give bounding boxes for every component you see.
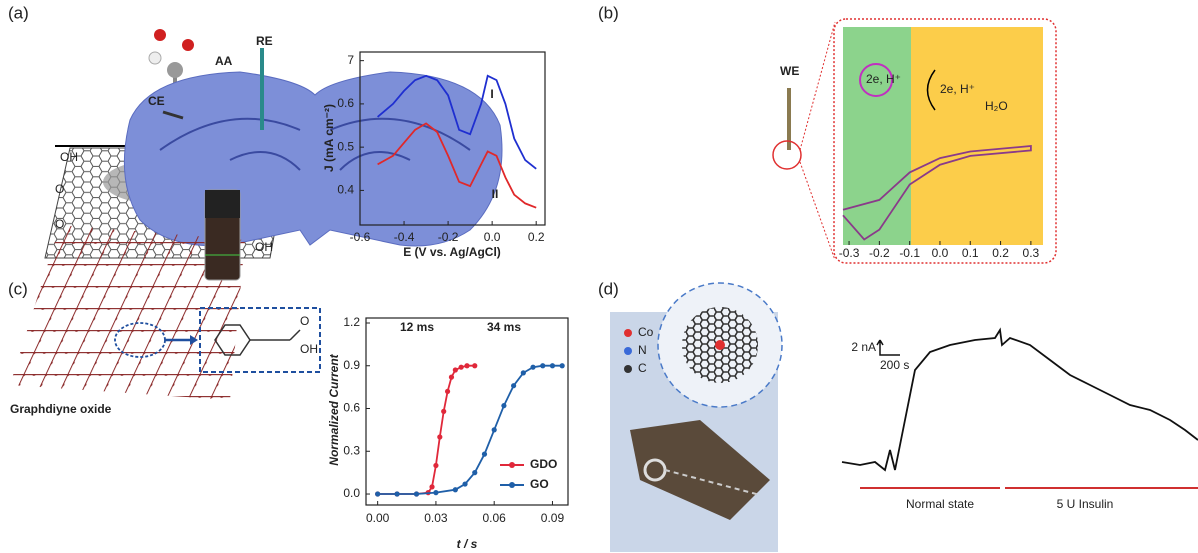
x-tick-label: 0.09 bbox=[541, 511, 565, 525]
group-label: OH bbox=[60, 150, 78, 164]
legend-marker bbox=[509, 482, 515, 488]
data-point bbox=[429, 484, 434, 489]
data-point bbox=[459, 365, 464, 370]
panel-label: (a) bbox=[8, 3, 29, 22]
data-point bbox=[492, 427, 497, 432]
data-point bbox=[433, 490, 438, 495]
x-tick-label: 0.0 bbox=[484, 230, 501, 244]
legend-label: N bbox=[638, 343, 647, 357]
group-label: OH bbox=[255, 240, 273, 254]
panel-label: (d) bbox=[598, 279, 619, 298]
legend-label: Co bbox=[638, 325, 654, 339]
y-tick-label: 0.0 bbox=[343, 486, 360, 500]
electrode-label: CE bbox=[148, 94, 165, 108]
scale-label: 200 s bbox=[880, 358, 909, 372]
y-tick-label: 0.6 bbox=[337, 96, 354, 110]
brain-illustration bbox=[124, 19, 1056, 263]
electrode-label: RE bbox=[256, 34, 273, 48]
series-label: II bbox=[492, 187, 499, 201]
data-point bbox=[550, 363, 555, 368]
series-line bbox=[378, 366, 563, 494]
data-point bbox=[560, 363, 565, 368]
y-tick-label: 0.6 bbox=[343, 401, 360, 415]
legend-marker bbox=[509, 462, 515, 468]
phase-label: Normal state bbox=[906, 497, 974, 511]
x-axis-label: E (V vs. Ag/AgCl) bbox=[403, 245, 501, 259]
y-tick-label: 1.2 bbox=[343, 315, 360, 329]
inset-label: H₂O bbox=[985, 99, 1008, 113]
legend-label: GO bbox=[530, 477, 549, 491]
data-point bbox=[433, 463, 438, 468]
sensor-illustration bbox=[610, 283, 1198, 552]
data-point bbox=[449, 375, 454, 380]
x-tick-label: -0.6 bbox=[350, 230, 371, 244]
x-tick-label: 0.06 bbox=[483, 511, 507, 525]
group-label: OH bbox=[300, 342, 318, 356]
data-point bbox=[472, 470, 477, 475]
inset-label: 2e, H⁺ bbox=[866, 72, 901, 86]
x-tick-label: 0.2 bbox=[992, 246, 1009, 260]
legend-label: GDO bbox=[530, 457, 557, 471]
x-tick-label: -0.1 bbox=[899, 246, 920, 260]
data-point bbox=[530, 365, 535, 370]
data-point bbox=[472, 363, 477, 368]
data-point bbox=[414, 491, 419, 496]
data-point bbox=[464, 363, 469, 368]
x-tick-label: -0.4 bbox=[394, 230, 415, 244]
data-point bbox=[445, 389, 450, 394]
panel-label: (b) bbox=[598, 3, 619, 22]
y-axis-label: Normalized Current bbox=[327, 353, 341, 465]
x-tick-label: -0.2 bbox=[438, 230, 459, 244]
data-point bbox=[453, 367, 458, 372]
data-point bbox=[437, 434, 442, 439]
molecule-label: AA bbox=[215, 54, 233, 68]
y-tick-label: 0.4 bbox=[337, 183, 354, 197]
annotation: 34 ms bbox=[487, 320, 521, 334]
group-label: O bbox=[55, 182, 64, 196]
y-tick-label: 0.9 bbox=[343, 358, 360, 372]
series-label: I bbox=[490, 87, 493, 101]
x-axis-label: t / s bbox=[457, 537, 478, 551]
data-point bbox=[453, 487, 458, 492]
x-tick-label: 0.0 bbox=[932, 246, 949, 260]
y-tick-label: 0.3 bbox=[343, 443, 360, 457]
data-point bbox=[540, 363, 545, 368]
x-tick-label: 0.03 bbox=[424, 511, 448, 525]
data-point bbox=[501, 403, 506, 408]
panel-label: (c) bbox=[8, 279, 28, 298]
x-tick-label: 0.3 bbox=[1023, 246, 1040, 260]
data-point bbox=[511, 383, 516, 388]
data-point bbox=[482, 452, 487, 457]
inset-label: 2e, H⁺ bbox=[940, 82, 975, 96]
y-tick-label: 7 bbox=[347, 53, 354, 67]
scale-label: 2 nA bbox=[851, 340, 876, 354]
data-point bbox=[462, 481, 467, 486]
x-tick-label: -0.2 bbox=[869, 246, 890, 260]
y-axis-label: J (mA cm⁻²) bbox=[322, 104, 336, 172]
x-tick-label: 0.00 bbox=[366, 511, 390, 525]
data-point bbox=[521, 370, 526, 375]
x-tick-label: -0.3 bbox=[839, 246, 860, 260]
x-tick-label: 0.1 bbox=[962, 246, 979, 260]
figure: (a) (b) (c) (d) AA OH O O OH O OH bbox=[0, 0, 1198, 553]
group-label: O bbox=[300, 314, 309, 328]
phase-label: 5 U Insulin bbox=[1057, 497, 1114, 511]
annotation: 12 ms bbox=[400, 320, 434, 334]
material-label: Graphdiyne oxide bbox=[10, 402, 112, 416]
y-tick-label: 0.5 bbox=[337, 139, 354, 153]
legend-label: C bbox=[638, 361, 647, 375]
series-line bbox=[378, 366, 475, 494]
x-tick-label: 0.2 bbox=[528, 230, 545, 244]
electrode-label: WE bbox=[780, 64, 799, 78]
data-point bbox=[441, 409, 446, 414]
data-point bbox=[394, 491, 399, 496]
data-point bbox=[375, 491, 380, 496]
